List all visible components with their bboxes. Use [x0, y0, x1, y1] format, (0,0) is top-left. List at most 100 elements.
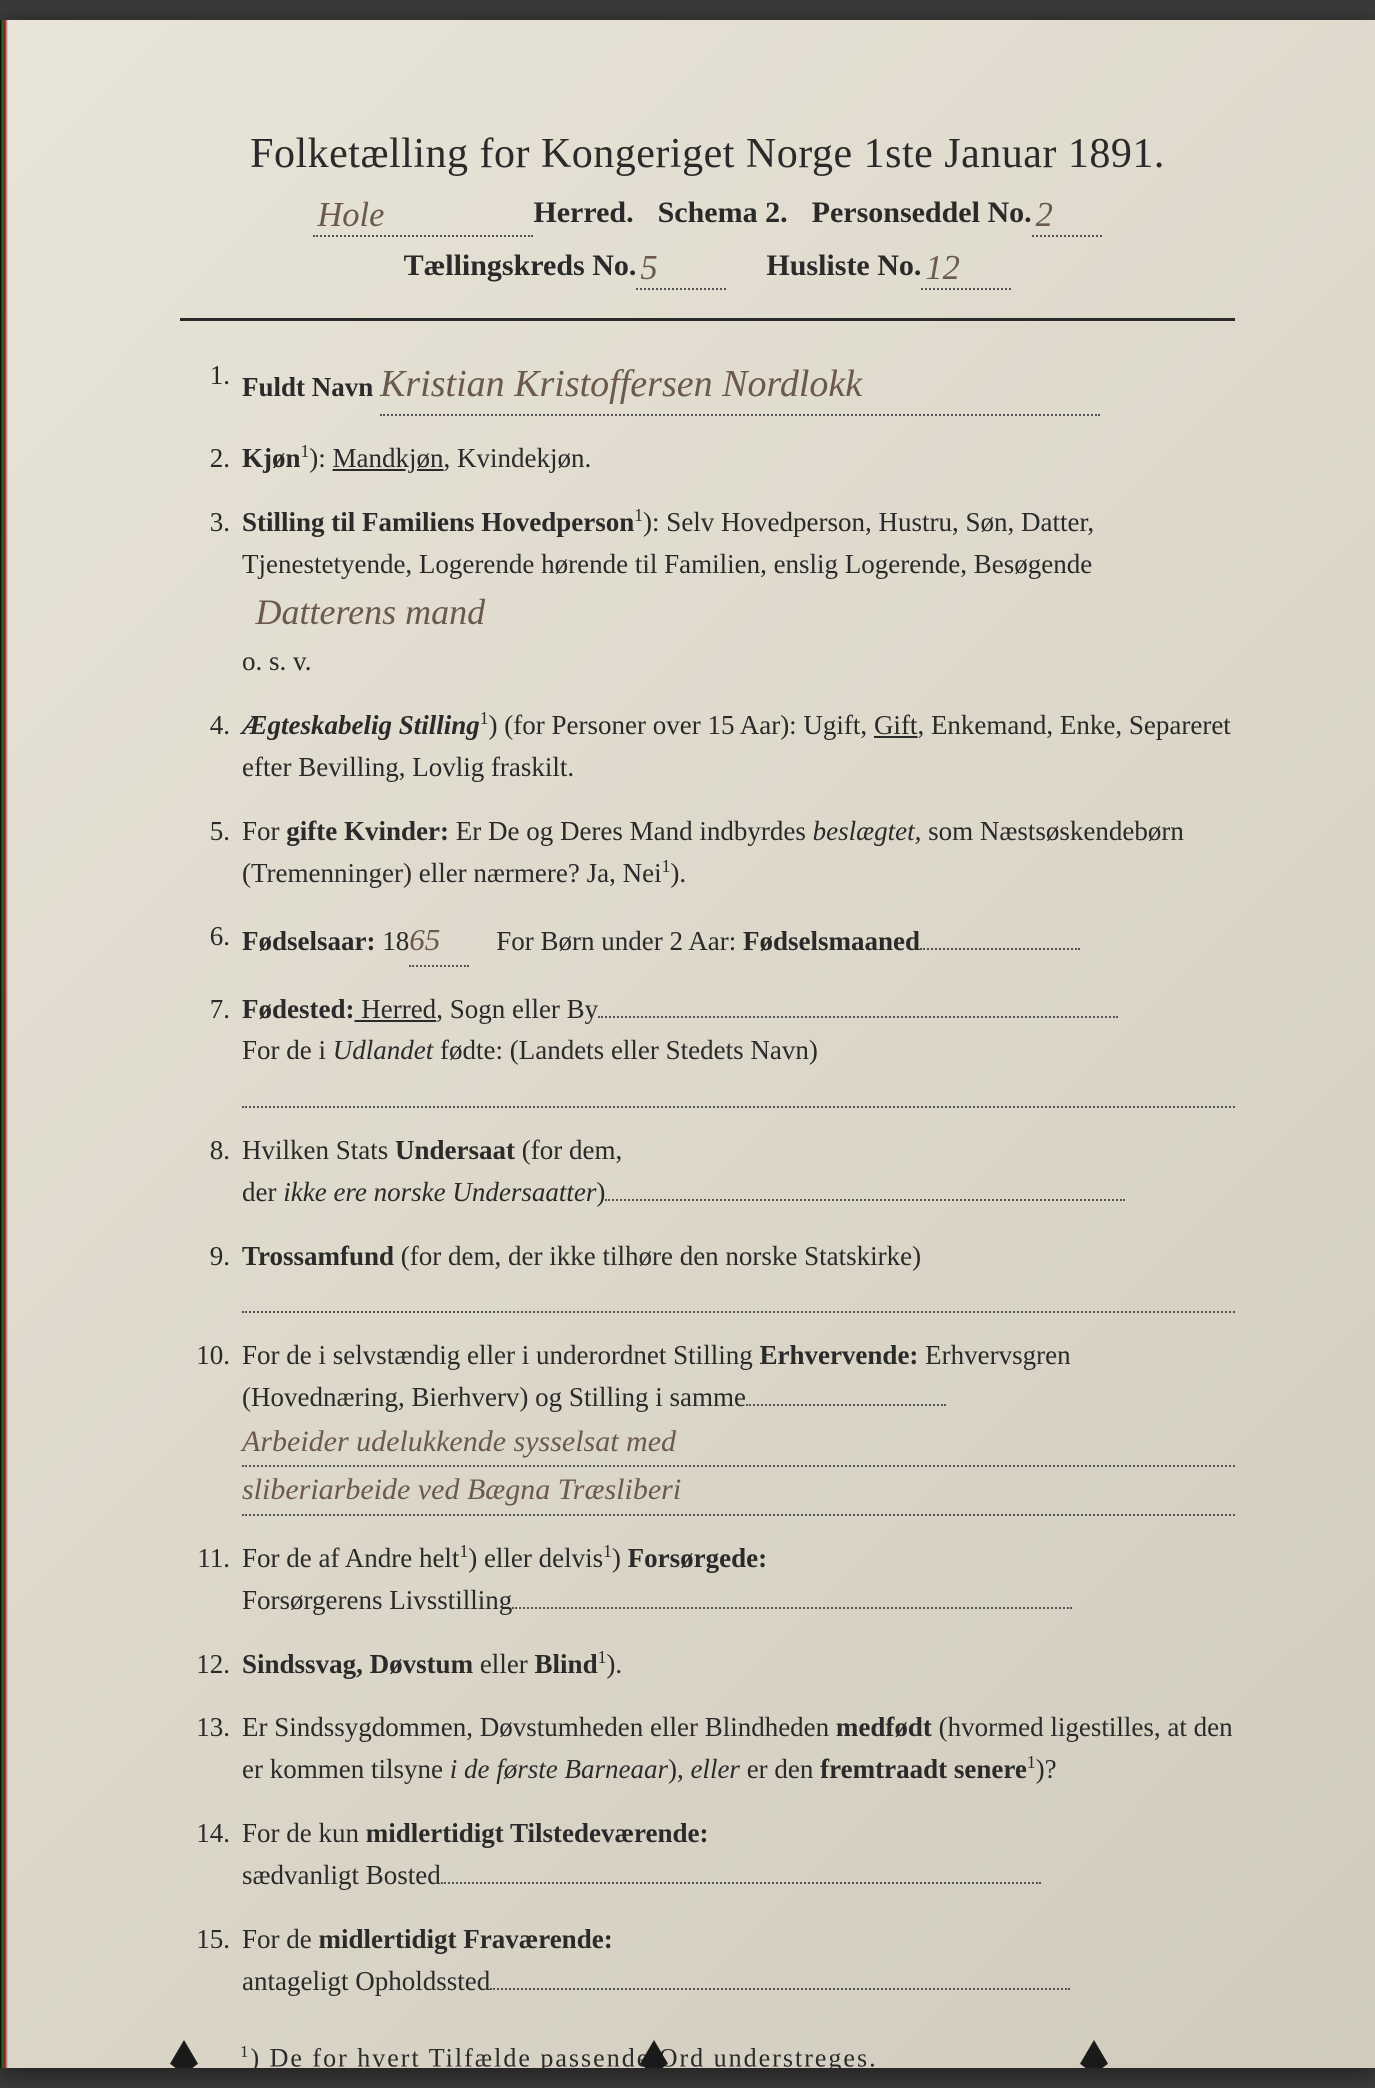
header-line-2: Tællingskreds No. 5 Husliste No. 12 — [180, 249, 1235, 290]
item-13-ital: i de første Barneaar — [450, 1754, 668, 1784]
item-13-label: medfødt — [836, 1712, 932, 1742]
header-line-1: Hole Herred. Schema 2. Personseddel No. … — [180, 196, 1235, 237]
kreds-value: 5 — [636, 249, 726, 290]
item-14-text1: For de kun — [242, 1818, 366, 1848]
item-14-text2: sædvanligt Bosted — [242, 1860, 441, 1890]
item-6-text2: For Børn under 2 Aar: — [496, 926, 743, 956]
item-6: Fødselsaar: 1865 For Børn under 2 Aar: F… — [180, 916, 1235, 966]
item-11-blank — [512, 1607, 1072, 1609]
schema-label: Schema 2. — [658, 196, 788, 237]
item-8-text4: ) — [596, 1177, 605, 1207]
item-7-underlined: Herred — [354, 994, 436, 1024]
item-9: Trossamfund (for dem, der ikke tilhøre d… — [180, 1236, 1235, 1314]
item-14-label: midlertidigt Tilstedeværende: — [366, 1818, 709, 1848]
item-10-value2: sliberiarbeide ved Bægna Træsliberi — [242, 1467, 1235, 1516]
item-9-blank — [242, 1283, 1235, 1313]
item-5-label: gifte Kvinder: — [286, 816, 449, 846]
item-8-label: Undersaat — [395, 1135, 515, 1165]
personseddel-label: Personseddel No. — [812, 196, 1032, 237]
item-12: Sindssvag, Døvstum eller Blind1). — [180, 1644, 1235, 1686]
herred-field: Hole — [313, 196, 533, 237]
item-7-blank2 — [242, 1078, 1235, 1108]
item-3-osv: o. s. v. — [242, 641, 1235, 683]
item-5-text: Er De og Deres Mand indbyrdes — [449, 816, 813, 846]
item-11-text1: For de af Andre helt — [242, 1543, 459, 1573]
item-4-label: Ægteskabelig Stilling — [242, 710, 480, 740]
item-4-underlined: Gift — [874, 710, 918, 740]
item-13-ital2: eller — [690, 1754, 739, 1784]
item-1: Fuldt Navn Kristian Kristoffersen Nordlo… — [180, 355, 1235, 416]
item-5-prefix: For — [242, 816, 286, 846]
item-15: For de midlertidigt Fraværende: antageli… — [180, 1919, 1235, 2003]
census-form-page: Folketælling for Kongeriget Norge 1ste J… — [0, 20, 1375, 2068]
item-8-text3: der — [242, 1177, 283, 1207]
item-7-label: Fødested: — [242, 994, 354, 1024]
item-13: Er Sindssygdommen, Døvstumheden eller Bl… — [180, 1707, 1235, 1791]
husliste-label: Husliste No. — [766, 249, 921, 290]
item-15-label: midlertidigt Fraværende: — [319, 1924, 613, 1954]
item-12-text: eller — [473, 1649, 534, 1679]
page-title: Folketælling for Kongeriget Norge 1ste J… — [180, 130, 1235, 178]
item-11-text2: ) eller delvis — [468, 1543, 603, 1573]
item-13-text4: er den — [740, 1754, 820, 1784]
item-4-text1: (for Personer over 15 Aar): Ugift, — [498, 710, 874, 740]
kreds-label: Tællingskreds No. — [404, 249, 637, 290]
item-2: Kjøn1): Mandkjøn, Kvindekjøn. — [180, 438, 1235, 480]
item-15-text1: For de — [242, 1924, 319, 1954]
item-3-value: Datterens mand — [256, 592, 486, 632]
item-6-yearprefix: 18 — [375, 926, 409, 956]
footnote-text: ) De for hvert Tilfælde passende Ord und… — [250, 2044, 877, 2073]
item-2-rest: , Kvindekjøn. — [444, 443, 592, 473]
item-1-label: Fuldt Navn — [242, 372, 373, 402]
item-13-text1: Er Sindssygdommen, Døvstumheden eller Bl… — [242, 1712, 836, 1742]
item-8-blank — [605, 1199, 1125, 1201]
item-6-label2: Fødselsmaaned — [743, 926, 920, 956]
personseddel-value: 2 — [1032, 196, 1102, 237]
scan-artifact-edge — [0, 20, 8, 2068]
item-13-label2: fremtraadt senere — [820, 1754, 1027, 1784]
item-11-label: Forsørgede: — [628, 1543, 767, 1573]
item-10-value1: Arbeider udelukkende sysselsat med — [242, 1419, 1235, 1468]
item-14: For de kun midlertidigt Tilstedeværende:… — [180, 1813, 1235, 1897]
item-6-label: Fødselsaar: — [242, 926, 375, 956]
item-14-blank — [441, 1882, 1041, 1884]
item-6-month-blank — [920, 948, 1080, 950]
item-10-text1: For de i selvstændig eller i underordnet… — [242, 1340, 759, 1370]
item-12-label2: Blind — [535, 1649, 598, 1679]
husliste-value: 12 — [921, 249, 1011, 290]
item-1-value: Kristian Kristoffersen Nordlokk — [380, 355, 1100, 416]
item-10-label: Erhvervende: — [759, 1340, 918, 1370]
item-3-label: Stilling til Familiens Hovedperson — [242, 507, 634, 537]
item-11-text4: Forsørgerens Livsstilling — [242, 1585, 512, 1615]
item-7-text2: For de i — [242, 1035, 333, 1065]
item-6-year: 65 — [409, 916, 469, 966]
item-5: For gifte Kvinder: Er De og Deres Mand i… — [180, 811, 1235, 895]
item-9-text: (for dem, der ikke tilhøre den norske St… — [394, 1241, 921, 1271]
item-12-label: Sindssvag, Døvstum — [242, 1649, 473, 1679]
item-15-text2: antageligt Opholdssted — [242, 1966, 490, 1996]
item-7-text3: fødte: (Landets eller Stedets Navn) — [433, 1035, 818, 1065]
item-9-label: Trossamfund — [242, 1241, 394, 1271]
item-4: Ægteskabelig Stilling1) (for Personer ov… — [180, 705, 1235, 789]
item-7-ital: Udlandet — [333, 1035, 434, 1065]
header-divider — [180, 318, 1235, 321]
item-8-text1: Hvilken Stats — [242, 1135, 395, 1165]
item-3: Stilling til Familiens Hovedperson1): Se… — [180, 502, 1235, 683]
item-8-text2: (for dem, — [515, 1135, 622, 1165]
item-7-blank1 — [598, 1016, 1118, 1018]
item-8: Hvilken Stats Undersaat (for dem, der ik… — [180, 1130, 1235, 1214]
item-7-text1: , Sogn eller By — [436, 994, 598, 1024]
item-8-ital: ikke ere norske Undersaatter — [283, 1177, 596, 1207]
herred-label: Herred. — [533, 196, 633, 237]
item-2-underlined: Mandkjøn — [333, 443, 444, 473]
item-13-text3: ), — [668, 1754, 691, 1784]
item-7: Fødested: Herred, Sogn eller By For de i… — [180, 989, 1235, 1108]
item-2-label: Kjøn — [242, 443, 301, 473]
form-list: Fuldt Navn Kristian Kristoffersen Nordlo… — [180, 355, 1235, 2002]
item-15-blank — [490, 1988, 1070, 1990]
item-5-ital: beslægtet, — [813, 816, 922, 846]
item-11-text3: ) — [612, 1543, 628, 1573]
footnote: 1) De for hvert Tilfælde passende Ord un… — [180, 2042, 1235, 2074]
item-10: For de i selvstændig eller i underordnet… — [180, 1335, 1235, 1516]
item-11: For de af Andre helt1) eller delvis1) Fo… — [180, 1538, 1235, 1622]
